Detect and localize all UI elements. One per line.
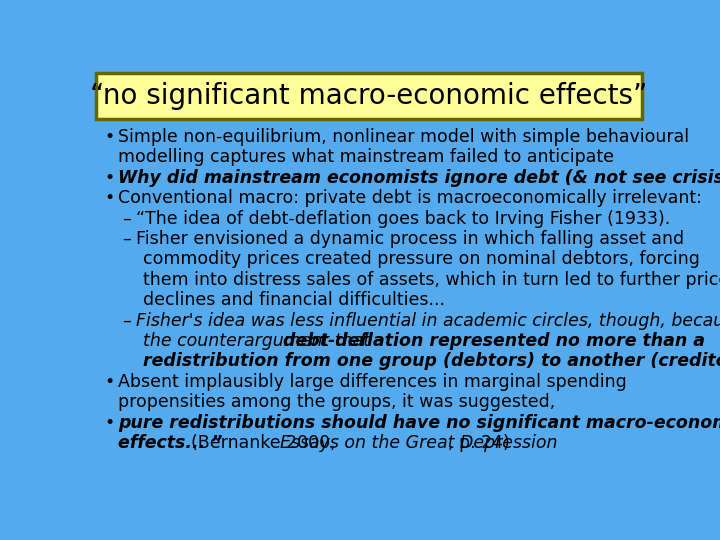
Text: “The idea of debt-deflation goes back to Irving Fisher (1933).: “The idea of debt-deflation goes back to… — [137, 210, 671, 227]
Text: effects... ”: effects... ” — [118, 434, 228, 452]
Text: modelling captures what mainstream failed to anticipate: modelling captures what mainstream faile… — [118, 148, 614, 166]
Text: propensities among the groups, it was suggested,: propensities among the groups, it was su… — [118, 393, 555, 411]
Text: the counterargument that: the counterargument that — [143, 332, 375, 350]
Text: –: – — [122, 230, 131, 248]
Text: •: • — [104, 414, 114, 431]
Text: •: • — [104, 168, 114, 187]
Text: pure redistributions should have no significant macro-economic: pure redistributions should have no sign… — [118, 414, 720, 431]
Text: (Bernanke 2000,: (Bernanke 2000, — [191, 434, 341, 452]
Text: debt-deflation represented no more than a: debt-deflation represented no more than … — [283, 332, 705, 350]
Text: declines and financial difficulties...: declines and financial difficulties... — [143, 291, 445, 309]
Text: Fisher's idea was less influential in academic circles, though, because of: Fisher's idea was less influential in ac… — [137, 312, 720, 329]
Text: , p. 24): , p. 24) — [449, 434, 510, 452]
Text: Conventional macro: private debt is macroeconomically irrelevant:: Conventional macro: private debt is macr… — [118, 189, 702, 207]
FancyBboxPatch shape — [96, 72, 642, 119]
Text: Essays on the Great Depression: Essays on the Great Depression — [280, 434, 558, 452]
Text: Fisher envisioned a dynamic process in which falling asset and: Fisher envisioned a dynamic process in w… — [137, 230, 685, 248]
Text: Why did mainstream economists ignore debt (& not see crisis coming)?: Why did mainstream economists ignore deb… — [118, 168, 720, 187]
Text: “no significant macro-economic effects”: “no significant macro-economic effects” — [90, 82, 648, 110]
Text: them into distress sales of assets, which in turn led to further price: them into distress sales of assets, whic… — [143, 271, 720, 289]
Text: commodity prices created pressure on nominal debtors, forcing: commodity prices created pressure on nom… — [143, 251, 700, 268]
Text: –: – — [122, 210, 131, 227]
Text: –: – — [122, 312, 131, 329]
Text: Absent implausibly large differences in marginal spending: Absent implausibly large differences in … — [118, 373, 626, 391]
Text: •: • — [104, 373, 114, 391]
Text: •: • — [104, 128, 114, 146]
Text: redistribution from one group (debtors) to another (creditors).: redistribution from one group (debtors) … — [143, 353, 720, 370]
Text: •: • — [104, 189, 114, 207]
Text: Simple non-equilibrium, nonlinear model with simple behavioural: Simple non-equilibrium, nonlinear model … — [118, 128, 689, 146]
